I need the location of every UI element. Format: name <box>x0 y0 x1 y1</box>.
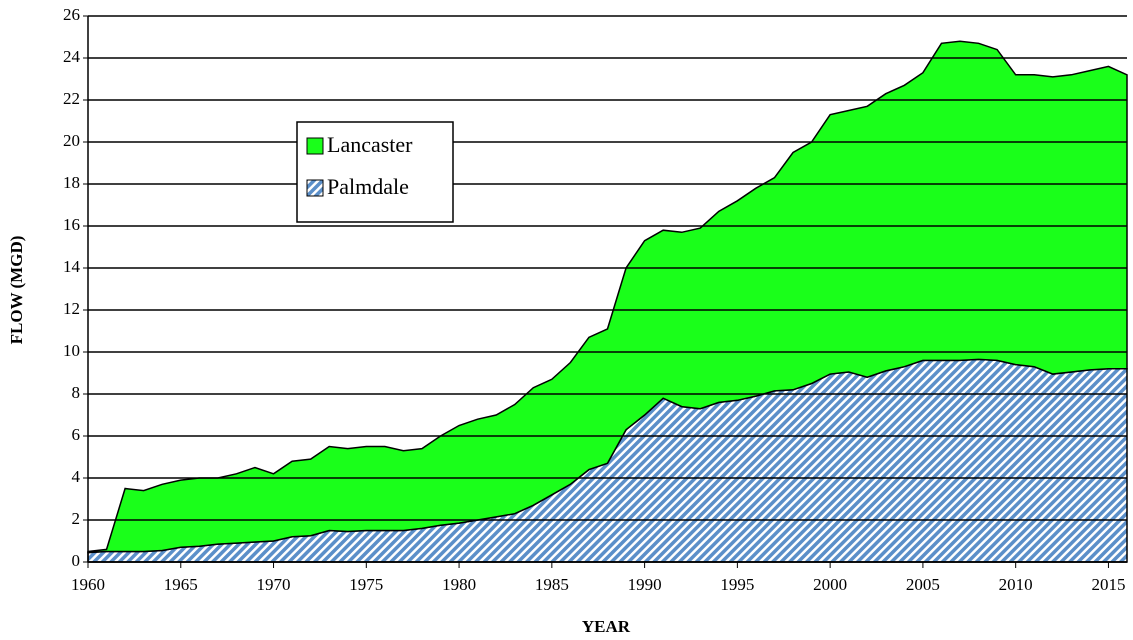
y-tick-label: 18 <box>63 173 80 192</box>
y-tick-label: 2 <box>72 509 81 528</box>
y-tick-label: 8 <box>72 383 81 402</box>
y-tick-label: 0 <box>72 551 81 570</box>
y-tick-label: 16 <box>63 215 80 234</box>
x-tick-label: 2015 <box>1091 575 1125 594</box>
x-tick-label: 2000 <box>813 575 847 594</box>
x-tick-label: 1970 <box>257 575 291 594</box>
x-axis-title: YEAR <box>582 617 631 636</box>
legend-label: Lancaster <box>327 132 413 157</box>
y-tick-label: 6 <box>72 425 81 444</box>
grid <box>88 15 1127 563</box>
x-tick-label: 1975 <box>349 575 383 594</box>
y-tick-label: 10 <box>63 341 80 360</box>
x-tick-label: 1995 <box>720 575 754 594</box>
y-tick-label: 24 <box>63 47 81 66</box>
x-tick-label: 1990 <box>628 575 662 594</box>
x-tick-label: 1985 <box>535 575 569 594</box>
legend-swatch <box>306 179 324 197</box>
y-tick-label: 14 <box>63 257 81 276</box>
x-tick-label: 1980 <box>442 575 476 594</box>
x-tick-label: 1965 <box>164 575 198 594</box>
x-tick-label: 2005 <box>906 575 940 594</box>
legend-label: Palmdale <box>327 174 409 199</box>
x-tick-label: 1960 <box>71 575 105 594</box>
y-axis-title: FLOW (MGD) <box>7 236 26 345</box>
y-tick-label: 22 <box>63 89 80 108</box>
areas <box>87 40 1128 563</box>
y-tick-label: 26 <box>63 5 80 24</box>
y-tick-label: 20 <box>63 131 80 150</box>
x-tick-label: 2010 <box>999 575 1033 594</box>
legend-swatch <box>306 137 324 155</box>
y-tick-label: 4 <box>72 467 81 486</box>
y-tick-label: 12 <box>63 299 80 318</box>
